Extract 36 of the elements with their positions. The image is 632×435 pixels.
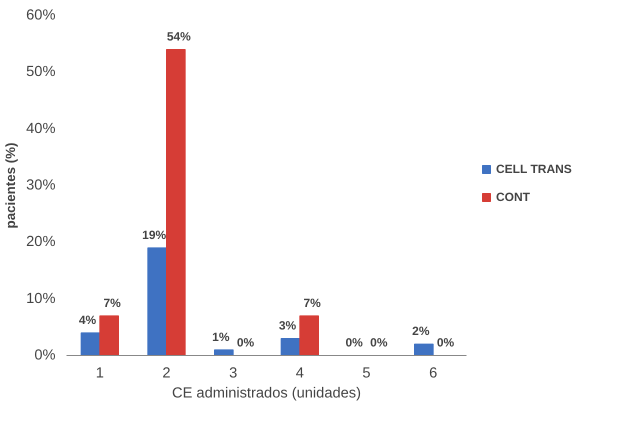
- data-label: 1%: [212, 330, 230, 344]
- bar: [280, 338, 300, 356]
- data-label: 0%: [345, 336, 364, 350]
- y-tick-label: 10%: [26, 290, 56, 307]
- data-label: 2%: [412, 324, 430, 338]
- data-label: 7%: [103, 296, 122, 310]
- y-axis-title: pacientes (%): [3, 142, 18, 228]
- data-label: 4%: [78, 312, 96, 327]
- legend-label: CELL TRANS: [496, 162, 572, 176]
- y-tick-label: 60%: [26, 8, 56, 24]
- x-tick-label: 2: [162, 366, 171, 382]
- y-tick-label: 0%: [34, 348, 56, 364]
- data-label: 19%: [142, 228, 167, 242]
- bar: [414, 344, 434, 356]
- y-tick-label: 40%: [26, 120, 56, 137]
- data-label: 7%: [303, 296, 322, 310]
- x-tick-label: 1: [96, 366, 104, 382]
- data-label: 54%: [166, 30, 192, 44]
- data-label: 0%: [236, 336, 254, 350]
- data-label: 0%: [436, 336, 454, 350]
- x-tick-label: 5: [362, 366, 371, 382]
- y-tick-label: 30%: [26, 178, 56, 194]
- bar: [166, 49, 186, 356]
- bar: [99, 315, 119, 356]
- x-tick-label: 4: [296, 366, 304, 382]
- legend-label: CONT: [496, 190, 530, 204]
- bar: [147, 247, 167, 356]
- y-tick-label: 20%: [26, 234, 56, 250]
- data-label: 0%: [370, 336, 388, 350]
- x-tick-label: 6: [429, 366, 438, 382]
- x-tick-label: 3: [229, 366, 238, 382]
- bar: [80, 332, 100, 356]
- data-label: 3%: [278, 318, 296, 332]
- bar: [299, 315, 319, 356]
- y-tick-label: 50%: [26, 64, 56, 80]
- x-axis-title: CE administrados (unidades): [172, 386, 362, 402]
